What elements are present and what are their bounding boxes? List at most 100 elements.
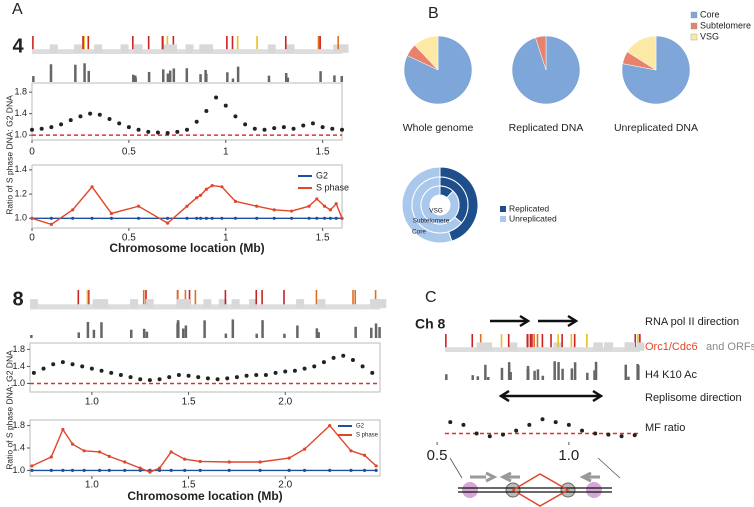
gene-track: [92, 299, 101, 309]
marker: [195, 196, 199, 200]
marker: [61, 427, 65, 432]
point: [310, 121, 315, 126]
gene-track: [142, 290, 145, 305]
marker: [255, 216, 259, 220]
h4k10ac-track: [561, 368, 564, 380]
point: [350, 358, 355, 363]
marker: [334, 202, 338, 206]
point: [147, 378, 152, 383]
marker: [210, 183, 214, 188]
h4k10ac-track: [231, 319, 235, 338]
y-tick-label: 1.0: [14, 213, 27, 223]
h4k10ac-track: [500, 367, 504, 380]
point: [117, 121, 122, 126]
annotation: H4 K10 Ac: [645, 369, 697, 381]
gene-track: [479, 334, 482, 348]
point: [89, 366, 94, 371]
marker: [183, 468, 187, 472]
point: [312, 364, 317, 369]
marker: [362, 453, 367, 457]
h4k10ac-track: [134, 77, 137, 82]
y-tick-label: 1.8: [12, 420, 25, 430]
point: [70, 362, 75, 367]
h4k10ac-track: [476, 376, 480, 380]
point: [31, 370, 36, 375]
point: [118, 372, 123, 377]
marker: [30, 464, 34, 468]
marker: [82, 468, 86, 472]
point: [360, 364, 365, 369]
gene-track: [231, 299, 240, 309]
marker: [258, 460, 262, 464]
gene-track: [471, 334, 474, 348]
legend-label: Core: [700, 9, 720, 19]
x-tick-label: 0.5: [122, 233, 136, 244]
point: [78, 114, 83, 119]
gene-track: [87, 290, 90, 305]
h4k10ac-track: [624, 364, 628, 380]
point: [281, 125, 286, 130]
h4k10ac-track: [83, 63, 86, 82]
ring-label: Subtelomere: [413, 218, 450, 225]
h4k10ac-track: [226, 72, 229, 82]
gene-track: [319, 36, 321, 50]
legend-label: G2: [316, 170, 328, 180]
legend-label: S phase: [316, 182, 349, 192]
marker: [220, 216, 224, 220]
legend-swatch: [500, 206, 506, 212]
gene-track: [176, 299, 185, 309]
chromosome-label: Ch 8: [415, 316, 446, 332]
point: [341, 353, 346, 358]
marker: [30, 216, 34, 220]
marker: [98, 468, 102, 472]
gene-track: [129, 299, 138, 309]
h4k10ac-track: [509, 372, 512, 380]
zoom-line: [597, 457, 621, 479]
gene-track: [199, 44, 208, 53]
h4k10ac-track: [267, 75, 271, 82]
point: [553, 420, 558, 425]
ring-label: VSG: [429, 208, 443, 215]
y-tick-label: 1.2: [14, 188, 27, 198]
h4k10ac-track: [533, 370, 536, 380]
gene-track: [636, 342, 645, 351]
y-tick-label: 1.0: [12, 378, 25, 388]
marker: [123, 468, 127, 472]
x-tick-label: 1: [223, 233, 229, 244]
marker: [71, 208, 75, 212]
marker: [71, 216, 75, 220]
point: [176, 372, 181, 377]
x-tick-label: 1.0: [85, 480, 99, 491]
gene-track: [284, 36, 287, 50]
gene-track: [594, 342, 603, 351]
gene-track: [177, 290, 179, 305]
marker: [328, 216, 332, 220]
marker: [315, 197, 319, 201]
gene-track: [184, 290, 187, 305]
y-tick-label: 1.8: [12, 344, 25, 354]
marker: [287, 456, 291, 460]
point: [175, 129, 180, 134]
marker: [204, 187, 208, 191]
y-tick-label: 1.0: [14, 130, 27, 140]
annotation: and ORFs: [706, 341, 754, 353]
point: [234, 375, 239, 380]
gene-track: [296, 299, 305, 309]
marker: [334, 216, 338, 220]
marker: [290, 209, 294, 213]
gene-track: [236, 36, 239, 50]
point: [243, 122, 248, 127]
gene-track: [120, 44, 129, 53]
point: [580, 428, 585, 433]
point: [136, 127, 141, 132]
marker: [107, 454, 111, 458]
marker: [349, 468, 353, 472]
gene-track: [354, 290, 357, 305]
h4k10ac-track: [172, 68, 176, 82]
h4k10ac-track: [593, 370, 596, 380]
gene-track: [286, 44, 295, 53]
point: [165, 131, 170, 136]
point: [225, 376, 230, 381]
marker: [233, 216, 238, 220]
